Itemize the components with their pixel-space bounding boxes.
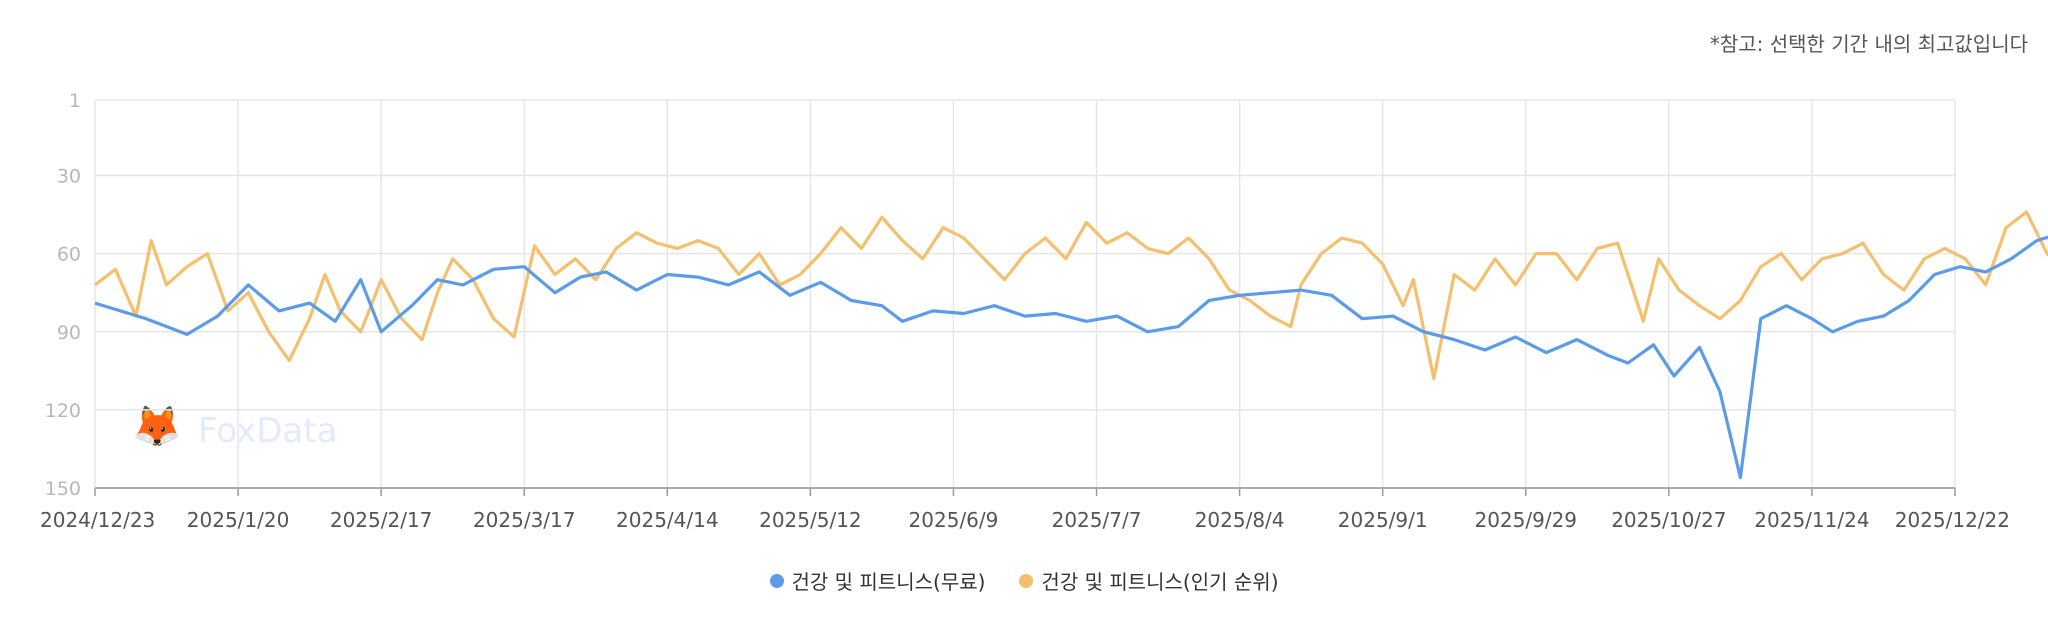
- x-tick-label: 2025/9/1: [1338, 508, 1428, 532]
- x-tick-label: 2024/12/23: [40, 508, 155, 532]
- x-axis: 2024/12/23 2025/1/20 2025/2/17 2025/3/17 202…: [40, 487, 2010, 532]
- series-lines: [94, 210, 2048, 480]
- series-line: [94, 235, 2048, 480]
- x-tick-label: 2025/1/20: [187, 508, 290, 532]
- x-tick-label: 2025/6/9: [909, 508, 999, 532]
- x-tick-label: 2025/9/29: [1474, 508, 1577, 532]
- watermark-logo-icon: 🦊: [132, 404, 182, 450]
- x-tick-label: 2025/10/27: [1611, 508, 1726, 532]
- series-line: [94, 210, 2048, 381]
- peak-note: *참고: 선택한 기간 내의 최고값입니다: [1709, 32, 2028, 56]
- y-axis: 1 30 60 90 120 150: [45, 90, 81, 500]
- x-tick-label: 2025/3/17: [473, 508, 576, 532]
- ranking-line-chart: 🦊 FoxData 1 30 60 90 120 150 2024/12/23 2025/1…: [40, 90, 2048, 532]
- y-tick-label: 120: [45, 400, 81, 422]
- y-tick-label: 150: [45, 478, 81, 500]
- legend-item-popular[interactable]: 건강 및 피트니스(인기 순위): [1019, 566, 1279, 595]
- y-tick-label: 30: [57, 166, 81, 188]
- legend-label-free: 건강 및 피트니스(무료): [791, 570, 986, 594]
- y-tick-label: 1: [69, 90, 81, 112]
- x-tick-label: 2025/2/17: [330, 508, 433, 532]
- legend-dot-popular: [1019, 573, 1034, 588]
- legend-dot-free: [769, 573, 784, 588]
- x-tick-label: 2025/5/12: [759, 508, 862, 532]
- legend-item-free[interactable]: 건강 및 피트니스(무료): [769, 566, 986, 595]
- chart-legend: 건강 및 피트니스(무료) 건강 및 피트니스(인기 순위): [0, 566, 2048, 595]
- y-tick-label: 60: [57, 244, 81, 266]
- legend-label-popular: 건강 및 피트니스(인기 순위): [1041, 570, 1279, 594]
- x-tick-label: 2025/4/14: [616, 508, 719, 532]
- x-tick-label: 2025/7/7: [1052, 508, 1142, 532]
- x-tick-label: 2025/8/4: [1195, 508, 1285, 532]
- y-tick-label: 90: [57, 322, 81, 344]
- x-tick-label: 2025/12/22: [1895, 508, 2010, 532]
- watermark-text: FoxData: [198, 411, 337, 451]
- x-tick-label: 2025/11/24: [1754, 508, 1869, 532]
